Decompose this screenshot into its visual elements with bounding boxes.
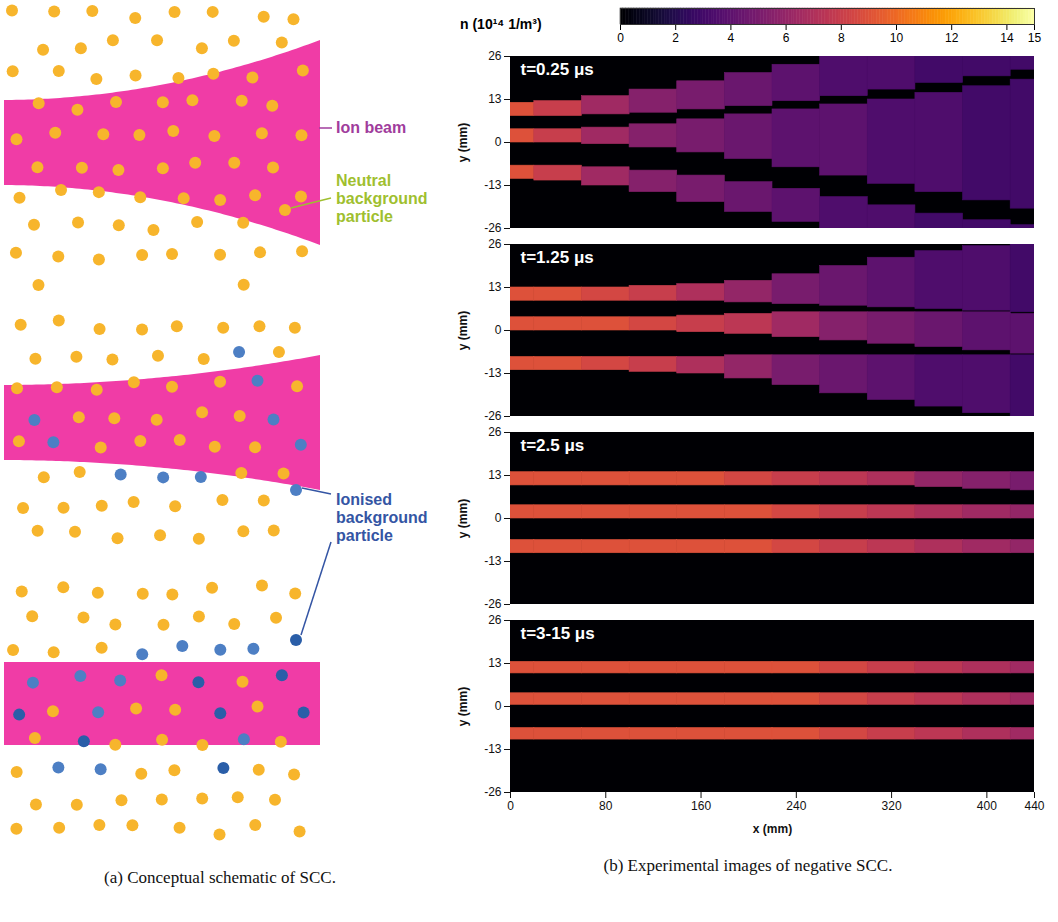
svg-text:x (mm): x (mm) (753, 822, 792, 836)
svg-text:-26: -26 (484, 221, 502, 235)
svg-text:t=2.5 μs: t=2.5 μs (521, 436, 585, 455)
html-text:(b) Experimental images of neg: (b) Experimental images of negative SCC. (603, 856, 893, 875)
svg-text:6: 6 (783, 31, 790, 45)
svg-text:13: 13 (488, 656, 502, 670)
svg-text:4: 4 (728, 31, 735, 45)
svg-text:-26: -26 (484, 409, 502, 423)
svg-text:10: 10 (890, 31, 904, 45)
svg-text:y (mm): y (mm) (456, 687, 470, 726)
html-text:(a) Conceptual schematic of SC: (a) Conceptual schematic of SCC. (104, 868, 336, 887)
svg-text:15: 15 (1028, 31, 1042, 45)
svg-text:Neutralbackgroundparticle: Neutralbackgroundparticle (336, 172, 428, 225)
svg-text:-26: -26 (484, 785, 502, 799)
svg-text:-13: -13 (484, 178, 502, 192)
svg-text:0: 0 (617, 31, 624, 45)
svg-text:26: 26 (488, 49, 502, 63)
svg-text:t=0.25 μs: t=0.25 μs (521, 60, 594, 79)
svg-text:13: 13 (488, 280, 502, 294)
svg-text:26: 26 (488, 425, 502, 439)
svg-text:0: 0 (495, 699, 502, 713)
svg-text:t=1.25 μs: t=1.25 μs (521, 248, 594, 267)
svg-text:2: 2 (672, 31, 679, 45)
svg-text:y (mm): y (mm) (456, 311, 470, 350)
svg-text:0: 0 (495, 511, 502, 525)
svg-text:13: 13 (488, 468, 502, 482)
svg-text:320: 320 (882, 799, 902, 813)
svg-text:8: 8 (838, 31, 845, 45)
svg-text:-13: -13 (484, 554, 502, 568)
svg-text:t=3-15 μs: t=3-15 μs (521, 624, 595, 643)
svg-text:400: 400 (977, 799, 997, 813)
svg-text:13: 13 (488, 92, 502, 106)
svg-text:y (mm): y (mm) (456, 499, 470, 538)
svg-text:160: 160 (691, 799, 711, 813)
svg-text:0: 0 (507, 799, 514, 813)
svg-text:26: 26 (488, 237, 502, 251)
svg-text:12: 12 (945, 31, 959, 45)
svg-text:-13: -13 (484, 366, 502, 380)
svg-text:26: 26 (488, 613, 502, 627)
svg-text:14: 14 (1000, 31, 1014, 45)
svg-text:0: 0 (495, 323, 502, 337)
svg-text:y (mm): y (mm) (456, 123, 470, 162)
svg-text:Ion beam: Ion beam (336, 119, 406, 136)
svg-text:0: 0 (495, 135, 502, 149)
svg-text:-13: -13 (484, 742, 502, 756)
svg-text:440: 440 (1024, 799, 1044, 813)
svg-text:240: 240 (786, 799, 806, 813)
html-text:n (10¹⁴ 1/m³): n (10¹⁴ 1/m³) (460, 16, 542, 32)
svg-text:-26: -26 (484, 597, 502, 611)
svg-text:80: 80 (599, 799, 613, 813)
svg-text:Ionisedbackgroundparticle: Ionisedbackgroundparticle (336, 491, 428, 544)
